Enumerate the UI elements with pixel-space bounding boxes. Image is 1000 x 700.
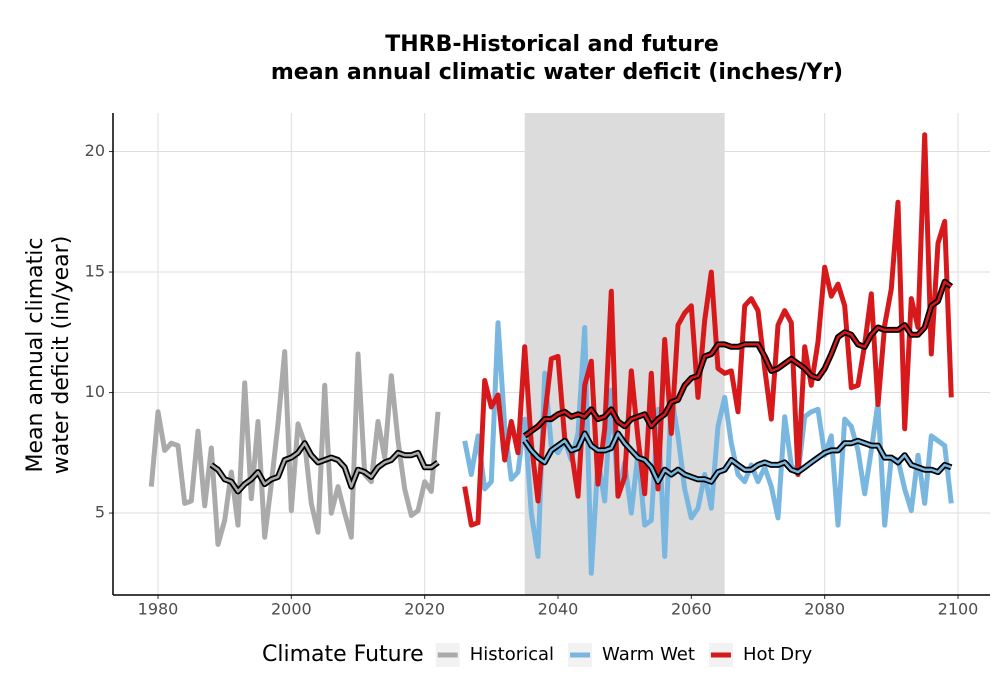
x-tick-label: 1980 [138,600,179,619]
x-tick-label: 2020 [404,600,445,619]
y-axis-label: Mean annual climatic water deficit (in/y… [23,236,74,475]
y-tick-label: 5 [95,503,105,522]
legend-title: Climate Future [262,642,424,667]
moving-average-line [523,432,952,483]
legend-label: Warm Wet [602,644,695,665]
y-axis-label-line: Mean annual climatic [23,238,48,473]
chart-title: THRB-Historical and future [385,32,719,57]
y-tick-label: 10 [85,382,105,401]
x-tick-label: 2000 [271,600,312,619]
y-tick-label: 20 [85,141,105,160]
x-tick-label: 2100 [938,600,979,619]
y-tick-label: 15 [85,262,105,281]
legend-label: Historical [470,644,554,665]
legend: Climate Future Historical Warm Wet Hot Dry [262,642,813,667]
chart-title: mean annual climatic water deficit (inch… [271,60,843,85]
x-tick-label: 2040 [538,600,579,619]
series-line [148,349,441,547]
y-axis-label-line: water deficit (in/year) [49,236,74,475]
x-tick-label: 2060 [671,600,712,619]
legend-label: Hot Dry [743,644,813,665]
series-line [462,132,954,528]
moving-average-line [210,441,439,493]
x-tick-label: 2080 [804,600,845,619]
moving-average-line [523,280,953,437]
